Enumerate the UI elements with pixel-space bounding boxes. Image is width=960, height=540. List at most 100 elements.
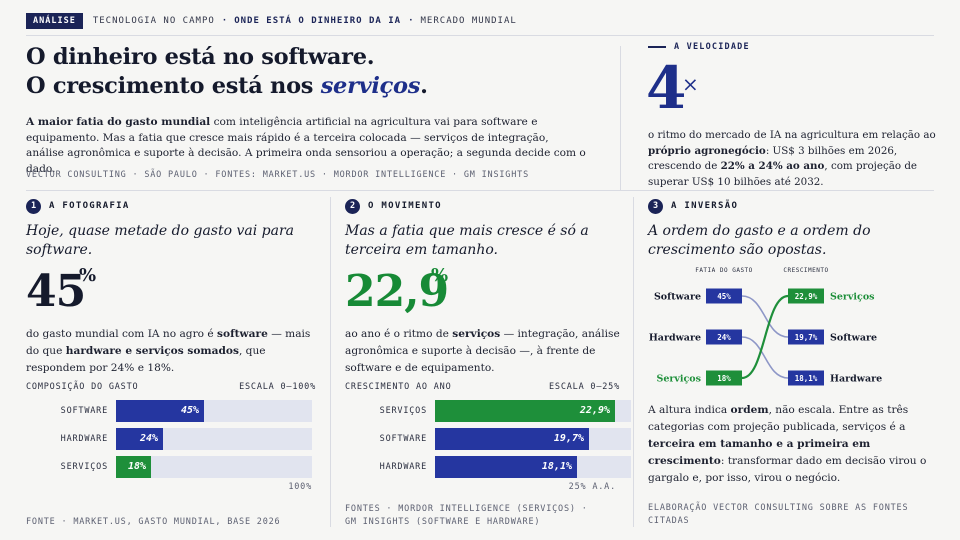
section-header: 2 O MOVIMENTO <box>345 197 620 215</box>
velocity-bold: próprio agronegócio <box>648 144 766 157</box>
body-bold: software <box>217 328 268 340</box>
body-bold: hardware e serviços somados <box>65 345 239 357</box>
velocity-label: A VELOCIDADE <box>648 42 750 52</box>
bar-track: 18% <box>116 456 312 478</box>
bar-row: SERVIÇOS 22,9% <box>345 400 631 422</box>
chart-header: COMPOSIÇÃO DO GASTO ESCALA 0–100% <box>26 382 316 392</box>
body-bold: serviços <box>452 328 501 340</box>
headline-text: O crescimento está nos <box>26 73 321 99</box>
big-number-value: 22,9 <box>345 266 449 317</box>
rank-value: 24% <box>717 333 731 342</box>
bar-category-label: SOFTWARE <box>60 406 108 416</box>
bar <box>435 456 577 478</box>
lede-paragraph: A maior fatia do gasto mundial com intel… <box>26 115 586 177</box>
source-footnote: FONTES · MORDOR INTELLIGENCE (SERVIÇOS) … <box>345 503 588 529</box>
label-dash <box>648 46 666 48</box>
big-number-unit: % <box>79 265 97 286</box>
section-fotografia: 1 A FOTOGRAFIA Hoje, quase metade do gas… <box>26 197 316 532</box>
section-number-badge: 3 <box>648 198 663 214</box>
connector-line <box>741 295 789 338</box>
bar <box>116 428 163 450</box>
rank-label: Software <box>830 333 877 344</box>
column-divider <box>330 197 331 527</box>
section-question: Mas a fatia que mais cresce é só a terce… <box>345 223 589 258</box>
breadcrumb-separator: · <box>221 16 228 26</box>
footnote-line: FONTES · MORDOR INTELLIGENCE (SERVIÇOS) … <box>345 504 588 514</box>
rank-value: 19,7% <box>795 333 818 342</box>
body-text: do gasto mundial com IA no agro é <box>26 328 218 340</box>
section-body: do gasto mundial com IA no agro é softwa… <box>26 326 316 377</box>
column-label-right: CRESCIMENTO <box>783 267 828 274</box>
big-number-value: 45 <box>26 266 86 317</box>
bar-track: 45% <box>116 400 312 422</box>
connector-line <box>741 294 789 380</box>
divider <box>26 190 934 191</box>
bar-row: HARDWARE 18,1% <box>345 456 631 478</box>
rank-label: Hardware <box>649 333 701 344</box>
body-bold: ordem <box>730 404 769 416</box>
big-number-unit: % <box>431 265 449 286</box>
rank-box <box>706 329 742 345</box>
scale-end-label: 100% <box>288 482 312 492</box>
bar-category-label: SERVIÇOS <box>379 406 427 416</box>
velocity-bold: 22% a 24% ao ano <box>720 160 825 172</box>
bar-row: HARDWARE 24% <box>26 428 312 450</box>
bar-track: 24% <box>116 428 312 450</box>
scale-end-label: 25% A.A. <box>568 482 616 492</box>
body-text: , que respondem por 24% e 18%. <box>26 345 266 374</box>
breadcrumb-item-mercado[interactable]: MERCADO MUNDIAL <box>420 16 517 26</box>
source-footnote: ELABORAÇÃO VECTOR CONSULTING SOBRE AS FO… <box>648 503 909 526</box>
body-text: , não escala. Entre as três categorias c… <box>648 404 909 433</box>
bar-track: 22,9% <box>435 400 631 422</box>
rank-label: Serviços <box>656 374 701 385</box>
rank-label: Software <box>654 292 701 303</box>
section-title: O MOVIMENTO <box>368 201 442 211</box>
rank-value: 18% <box>717 374 731 383</box>
breadcrumb-separator: · <box>408 16 414 26</box>
bar-category-label: SERVIÇOS <box>60 462 108 472</box>
divider <box>620 46 621 191</box>
breadcrumb-item-tecnologia[interactable]: TECNOLOGIA NO CAMPO <box>92 16 215 26</box>
section-question: A ordem do gasto e a ordem do cresciment… <box>648 223 871 258</box>
bar-track: 19,7% <box>435 428 631 450</box>
bar-row: SOFTWARE 19,7% <box>345 428 631 450</box>
bar-category-label: HARDWARE <box>379 462 427 472</box>
velocity-number: 4 <box>646 54 687 122</box>
slope-diagram: FATIA DO GASTO CRESCIMENTO 45% Software 24… <box>649 267 882 386</box>
velocity-text: o ritmo do mercado de IA na agricultura … <box>648 129 936 141</box>
bar <box>435 400 615 422</box>
lede-text: com inteligência artificial na agricultu… <box>26 116 586 175</box>
rank-box <box>788 288 824 304</box>
headline-line-2: O crescimento está nos serviços. <box>26 72 616 101</box>
rank-box <box>788 370 824 386</box>
section-movimento: 2 O MOVIMENTO Mas a fatia que mais cresc… <box>345 197 631 532</box>
rank-nodes: 45% Software 24% Hardware 18% Serviços 22,9% Se… <box>649 288 882 386</box>
footnote-line: GM INSIGHTS (SOFTWARE E HARDWARE) <box>345 517 541 527</box>
bar-value-label: 18,1% <box>541 461 572 472</box>
breadcrumb-item-dinheiro[interactable]: ONDE ESTÁ O DINHEIRO DA IA <box>234 16 402 26</box>
section-title: A FOTOGRAFIA <box>49 201 130 211</box>
section-number-badge: 2 <box>345 198 360 214</box>
breadcrumb: ANÁLISE TECNOLOGIA NO CAMPO · ONDE ESTÁ … <box>26 12 934 30</box>
section-body: ao ano é o ritmo de serviços — integraçã… <box>345 326 620 377</box>
analysis-tag: ANÁLISE <box>26 13 83 29</box>
column-divider <box>633 197 634 527</box>
body-text: ao ano é o ritmo de <box>345 328 453 340</box>
body-text: — integração, análise agronômica e supor… <box>345 328 620 374</box>
headline-emphasis: serviços <box>320 73 421 99</box>
lede-bold: A maior fatia do gasto mundial <box>26 116 211 128</box>
rank-label: Serviços <box>830 292 875 303</box>
divider <box>26 35 934 36</box>
rank-value: 45% <box>717 292 731 301</box>
bar <box>116 456 151 478</box>
bar-value-label: 45% <box>180 405 199 416</box>
velocity-label-text: A VELOCIDADE <box>674 42 750 52</box>
bar-category-label: HARDWARE <box>60 434 108 444</box>
section-title: A INVERSÃO <box>671 201 739 211</box>
velocity-text: , com projeção de superar US$ 10 bilhões… <box>648 160 918 188</box>
body-text: A altura indica <box>648 404 731 416</box>
bar-row: SERVIÇOS 18% <box>26 456 312 478</box>
chart-scale-label: ESCALA 0–25% <box>548 382 620 392</box>
section-inversao: 3 A INVERSÃO A ordem do gasto e a ordem … <box>648 197 938 532</box>
headline-line-1: O dinheiro está no software. <box>26 44 375 70</box>
